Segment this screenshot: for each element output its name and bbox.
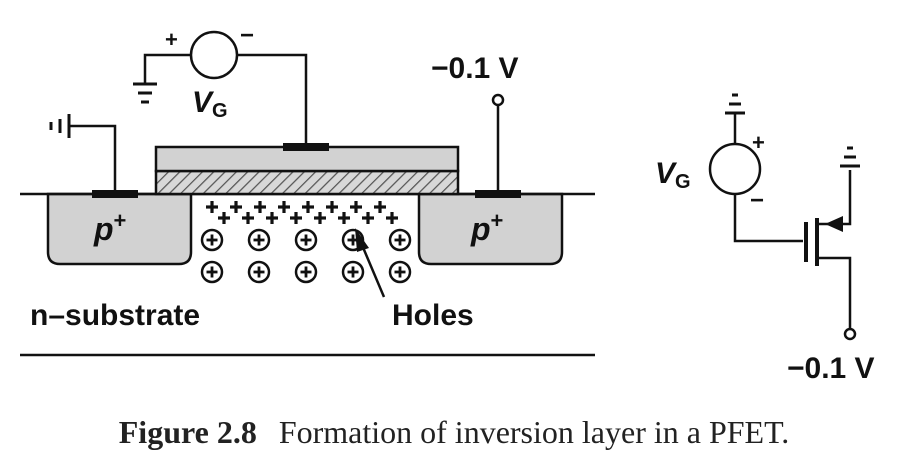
inversion-plus-charge [312,210,328,226]
inversion-plus-charge [204,199,220,215]
source-contact [92,190,138,198]
hole-charge [341,260,365,284]
hole-charge [294,260,318,284]
drain-p-plus-region [417,192,564,266]
gate-source-ground-wire [143,53,191,83]
gate-voltage-label: VG [192,86,228,122]
inversion-plus-charge [240,210,256,226]
hole-charge [200,260,224,284]
drain-terminal-icon [491,93,505,107]
source-region-label: p+ [93,208,126,247]
inversion-plus-charge [252,199,268,215]
drain-region-label: p+ [470,208,503,247]
hole-charge [388,228,412,252]
hole-charge [247,260,271,284]
inversion-layer-charges [204,199,400,226]
mosfet-cross-section: + − VG −0.1 V p+ p+ Holes n–substrate [20,22,595,357]
inversion-plus-charge [264,210,280,226]
circuit-drain-terminal-icon [843,327,857,341]
circuit-gate-wire [733,194,803,243]
circuit-drain-voltage-label: −0.1 V [787,352,875,385]
holes-label: Holes [392,299,474,332]
inversion-plus-charge [372,199,388,215]
gate-source-minus-sign: − [240,22,254,49]
inversion-plus-charge [288,210,304,226]
inversion-plus-charge [300,199,316,215]
circuit-gate-ground-icon [725,93,745,115]
inversion-plus-charge [336,210,352,226]
hole-charges [200,228,412,284]
circuit-plus-sign: + [752,130,765,155]
circuit-minus-sign: − [750,187,764,214]
pfet-circuit-symbol: + − VG −0.1 V [655,93,875,385]
gate-oxide [154,169,460,196]
source-p-plus-region [46,192,193,266]
holes-pointer-line [360,244,386,298]
inversion-plus-charge [384,210,400,226]
circuit-drain-lead [817,256,852,328]
inversion-plus-charge [324,199,340,215]
inversion-plus-charge [276,199,292,215]
source-ground-icon [49,114,71,138]
hole-charge [247,228,271,252]
figure-caption: Figure 2.8 Formation of inversion layer i… [119,414,790,450]
gate-wire [238,53,308,143]
hole-charge [200,228,224,252]
drain-contact [475,190,521,198]
circuit-vg-label: VG [655,157,691,193]
source-wire [69,124,117,190]
substrate-label: n–substrate [30,299,200,332]
gate-ground-icon [133,82,157,104]
gate-source-plus-sign: + [165,27,178,52]
inversion-plus-charge [228,199,244,215]
inversion-plus-charge [360,210,376,226]
gate-contact [283,143,329,151]
inversion-plus-charge [348,199,364,215]
circuit-source-ground-icon [840,146,860,168]
inversion-plus-charge [216,210,232,226]
circuit-pfet-arrow-icon [825,216,843,232]
drain-voltage-label: −0.1 V [431,52,519,85]
hole-charge [388,260,412,284]
hole-charge [294,228,318,252]
figure-number: Figure 2.8 [119,414,257,450]
holes-arrow-icon [355,228,369,252]
circuit-source-lead [817,170,852,226]
figure-caption-text: Formation of inversion layer in a PFET. [279,414,789,450]
gate-voltage-source-icon [189,30,239,80]
